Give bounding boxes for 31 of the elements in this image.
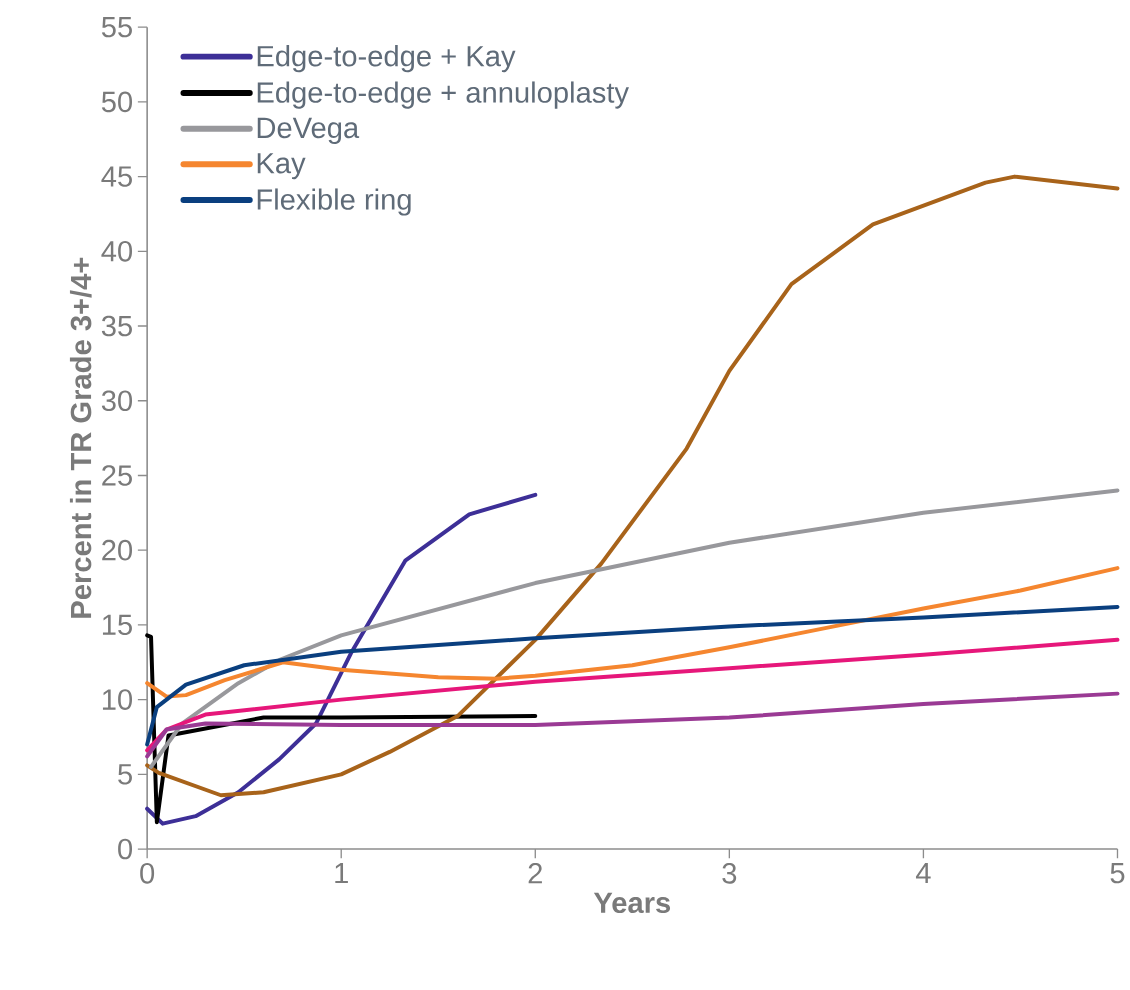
line-series [145,604,1120,747]
x-axis-title: Years [593,892,671,913]
x-tick-label: 3 [722,862,737,884]
line-series [145,637,1120,753]
legend-label: DeVega [257,117,360,144]
line-series [145,566,1120,699]
y-tick-label: 45 [101,166,132,187]
y-tick-label: 0 [118,838,133,860]
y-tick-label: 35 [101,315,132,337]
line-series [149,488,1120,769]
x-tick-label: 4 [915,862,931,883]
legend-label: Kay [257,153,306,180]
y-tick-label: 5 [118,764,132,785]
x-tick-label: 5 [1110,862,1125,884]
y-tick-label: 10 [102,689,133,710]
legend-label: Edge-to-edge + Kay [257,44,516,73]
legend-label: Edge-to-edge + annuloplasty [257,81,629,109]
line-series [145,691,1120,759]
x-tick-label: 1 [335,862,348,883]
x-tick-label: 0 [140,862,155,884]
line-series [145,492,538,826]
y-axis-title: Percent in TR Grade 3+/4+ [69,257,92,618]
y-tick-label: 30 [101,390,133,411]
y-tick-label: 20 [102,539,133,561]
y-tick-label: 50 [101,91,133,113]
y-tick-label: 40 [101,240,133,262]
y-tick-label: 15 [102,614,132,635]
y-tick-label: 25 [102,465,132,486]
y-tick-label: 55 [101,16,132,38]
x-tick-label: 2 [528,862,542,884]
legend-label: Flexible ring [257,188,411,216]
